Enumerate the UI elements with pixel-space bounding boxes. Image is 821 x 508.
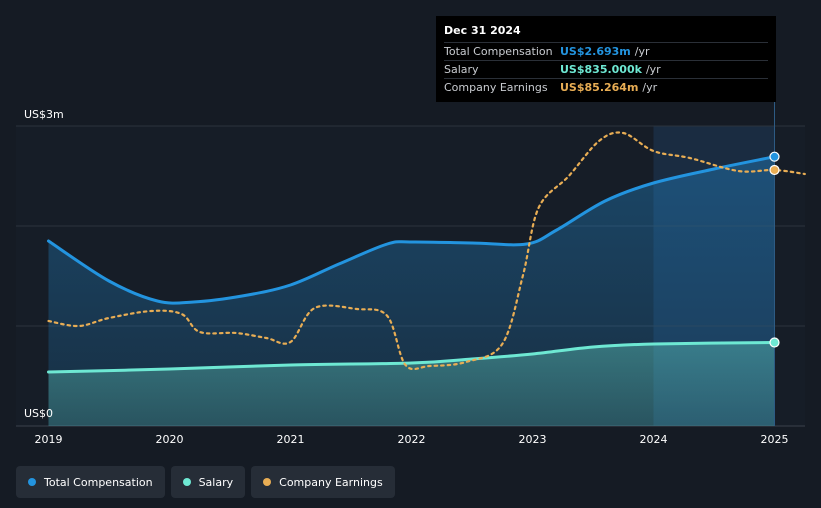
chart-legend: Total Compensation Salary Company Earnin… — [16, 466, 395, 498]
legend-item-company-earnings[interactable]: Company Earnings — [251, 466, 395, 498]
tooltip-date: Dec 31 2024 — [444, 24, 521, 37]
tooltip-row-salary: Salary US$835.000k /yr — [444, 60, 768, 78]
y-tick-label-bottom: US$0 — [24, 407, 54, 420]
x-tick-label-2024: 2024 — [640, 433, 668, 446]
legend-label: Salary — [198, 475, 234, 489]
total-compensation-line — [47, 155, 776, 305]
tooltip-unit: /yr — [634, 45, 650, 58]
tooltip-label: Salary — [444, 63, 479, 76]
salary-area — [48, 342, 775, 426]
tooltip-label: Company Earnings — [444, 81, 548, 94]
tooltip-row-company-earnings: Company Earnings US$85.264m /yr — [444, 78, 768, 96]
company-earnings-marker — [769, 164, 780, 176]
x-tick-label-2023: 2023 — [519, 433, 547, 446]
x-tick-label-2025: 2025 — [761, 433, 789, 446]
legend-dot-icon — [263, 478, 272, 486]
legend-dot-icon — [182, 478, 191, 486]
legend-label: Company Earnings — [279, 475, 383, 489]
y-tick-label-top: US$3m — [24, 108, 64, 121]
tooltip-value: US$835.000k — [560, 63, 642, 76]
tooltip-row-total-compensation: Total Compensation US$2.693m /yr — [444, 42, 768, 60]
tooltip-unit: /yr — [645, 63, 661, 76]
x-tick-label-2021: 2021 — [277, 433, 305, 446]
total-compensation-marker — [769, 151, 780, 162]
chart-tooltip: Dec 31 2024 Total Compensation US$2.693m… — [436, 16, 776, 102]
company-earnings-line — [47, 131, 806, 371]
legend-label: Total Compensation — [44, 475, 153, 489]
tooltip-value: US$85.264m — [560, 81, 639, 94]
tooltip-label: Total Compensation — [444, 45, 553, 58]
x-tick-label-2022: 2022 — [398, 433, 426, 446]
salary-marker — [769, 337, 780, 348]
tooltip-unit: /yr — [642, 81, 658, 94]
legend-item-total-compensation[interactable]: Total Compensation — [16, 466, 165, 498]
salary-line — [47, 341, 776, 374]
tooltip-value: US$2.693m — [560, 45, 631, 58]
x-tick-label-2019: 2019 — [35, 433, 63, 446]
x-tick-label-2020: 2020 — [156, 433, 184, 446]
legend-dot-icon — [28, 478, 36, 486]
legend-item-salary[interactable]: Salary — [170, 466, 246, 498]
